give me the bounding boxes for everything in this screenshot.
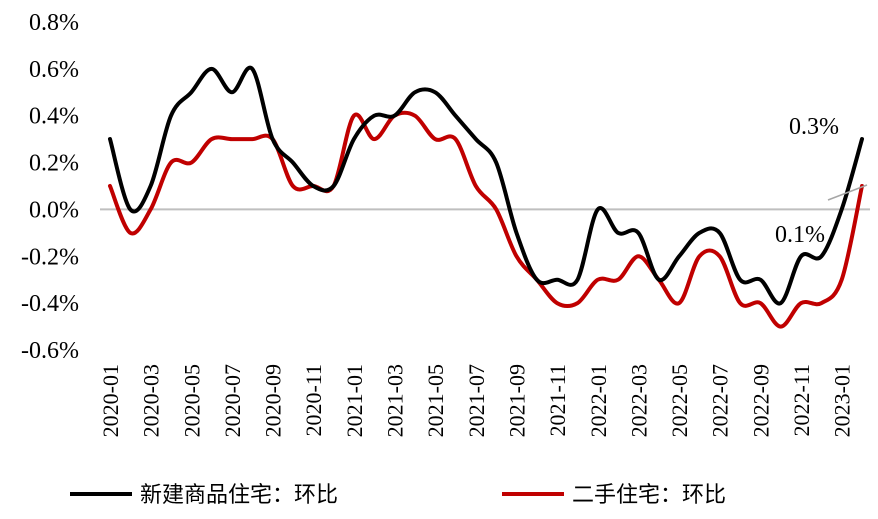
x-tick-label: 2020-11 xyxy=(301,364,326,437)
x-tick-label: 2021-11 xyxy=(545,364,570,437)
x-tick-label: 2021-09 xyxy=(504,364,529,437)
series-layer xyxy=(108,65,864,329)
x-tick-label: 2022-01 xyxy=(586,364,611,437)
x-tick-label: 2020-07 xyxy=(220,364,245,437)
x-tick-label: 2022-07 xyxy=(708,364,733,437)
y-tick-label: 0.8% xyxy=(29,10,79,36)
x-tick-label: 2021-03 xyxy=(383,364,408,437)
y-tick-label: -0.4% xyxy=(21,291,79,317)
x-tick-label: 2020-01 xyxy=(98,364,123,437)
legend-label-second-hand: 二手住宅：环比 xyxy=(572,483,726,508)
x-tick-label: 2021-05 xyxy=(423,364,448,437)
series-new-home-line xyxy=(108,65,864,306)
legend-label-new-home: 新建商品住宅：环比 xyxy=(140,483,338,508)
x-tick-label: 2022-11 xyxy=(789,364,814,437)
x-tick-label: 2022-09 xyxy=(748,364,773,437)
y-tick-label: 0.6% xyxy=(29,57,79,83)
x-tick-label: 2020-09 xyxy=(261,364,286,437)
series-second-hand-line xyxy=(108,110,864,329)
x-tick-label: 2020-05 xyxy=(179,364,204,437)
annotation-leader-line xyxy=(827,184,868,201)
x-tick-label: 2021-07 xyxy=(464,364,489,437)
x-axis-ticks: 2020-01 2020-03 2020-05 2020-07 2020-09 2020-… xyxy=(98,364,855,437)
y-axis-ticks: 0.8% 0.6% 0.4% 0.2% 0.0% -0.2% -0.4% -0.6% xyxy=(21,10,79,364)
x-tick-label: 2020-03 xyxy=(139,364,164,437)
annotations: 0.3% 0.1% xyxy=(775,114,868,248)
x-tick-label: 2023-01 xyxy=(830,364,855,437)
y-tick-label: -0.2% xyxy=(21,244,79,270)
x-tick-label: 2022-03 xyxy=(626,364,651,437)
annotation-new-home-label: 0.3% xyxy=(789,114,839,140)
y-tick-label: 0.2% xyxy=(29,151,79,177)
x-tick-label: 2021-01 xyxy=(342,364,367,437)
legend: 新建商品住宅：环比 二手住宅：环比 xyxy=(70,483,726,508)
y-tick-label: -0.6% xyxy=(21,338,79,364)
y-tick-label: 0.4% xyxy=(29,104,79,130)
y-tick-label: 0.0% xyxy=(29,197,79,223)
x-tick-label: 2022-05 xyxy=(667,364,692,437)
annotation-second-hand-label: 0.1% xyxy=(775,222,825,248)
